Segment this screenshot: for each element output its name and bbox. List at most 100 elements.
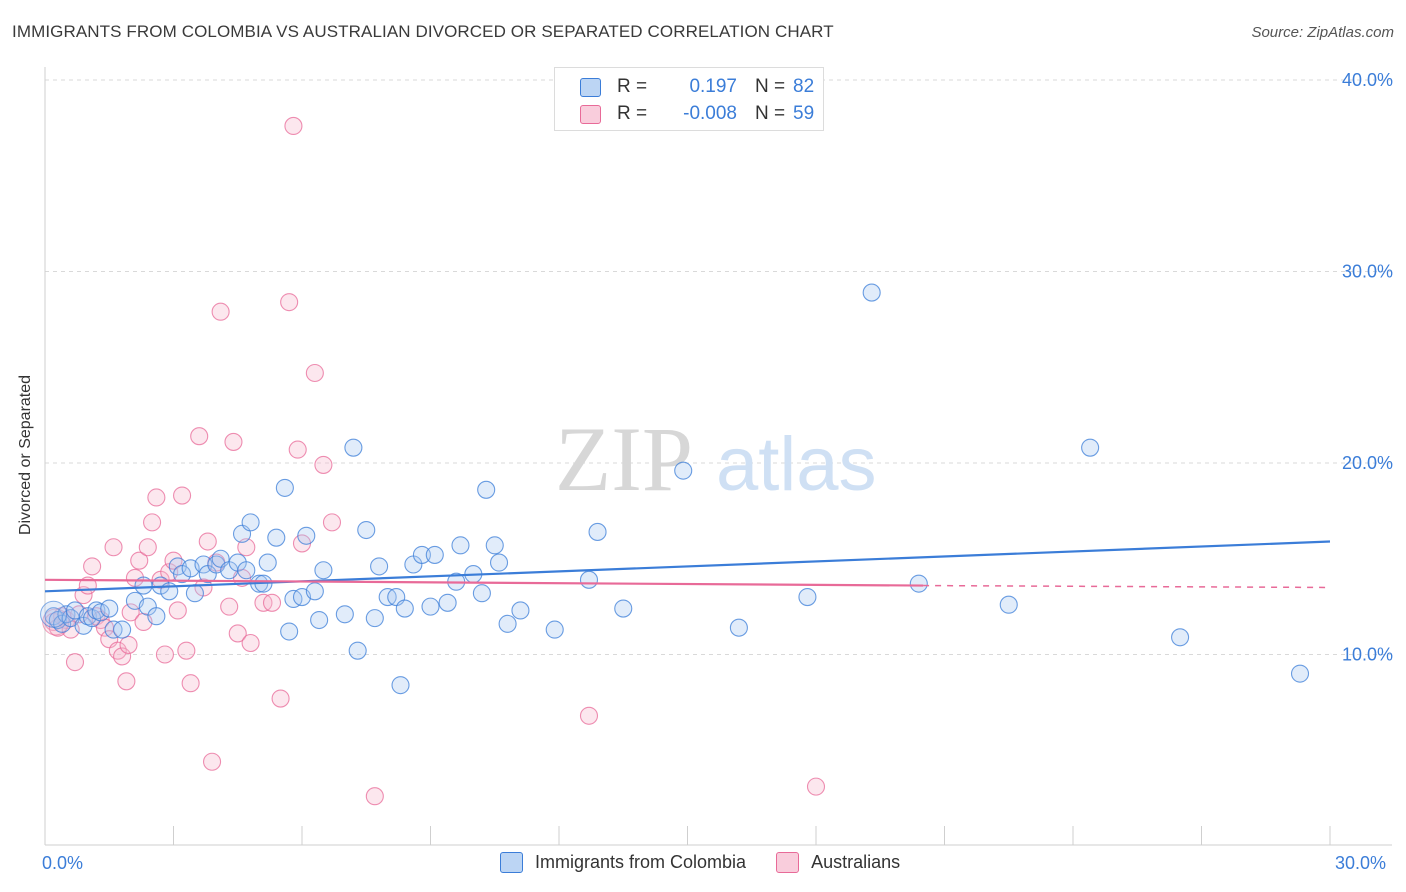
australians-point: [241, 633, 260, 653]
colombia-point: [280, 622, 299, 641]
y-tick-label: 20.0%: [1342, 453, 1393, 473]
legend-n-label: N =: [755, 103, 786, 124]
australians-point: [119, 635, 138, 654]
colombia-point: [335, 605, 354, 624]
australians-point: [579, 706, 599, 725]
series-legend-colombia[interactable]: Immigrants from Colombia: [500, 852, 746, 873]
legend-r-value: 0.197: [689, 76, 737, 97]
legend-n-value: 82: [793, 76, 815, 97]
y-tick-label: 40.0%: [1342, 70, 1393, 90]
legend-r-label: R =: [617, 103, 648, 124]
australians-point: [305, 363, 324, 383]
australians-trend-extension: [923, 584, 1331, 589]
australians-point: [288, 440, 307, 459]
chart-title: IMMIGRANTS FROM COLOMBIA VS AUSTRALIAN D…: [12, 22, 834, 41]
colombia-point: [451, 536, 470, 555]
colombia-points: [40, 283, 1310, 695]
colombia-point: [614, 599, 633, 618]
colombia-point: [511, 601, 530, 620]
colombia-point: [305, 582, 324, 601]
australians-point: [211, 302, 230, 321]
australians-point: [130, 551, 149, 570]
australians-points: [42, 116, 826, 806]
australians-point: [168, 601, 187, 620]
australians-point: [121, 603, 140, 622]
legend-n-label: N =: [755, 76, 786, 97]
australians-point: [190, 427, 209, 446]
colombia-point: [357, 520, 376, 540]
legend-n-value: 59: [793, 103, 815, 124]
colombia-point: [425, 545, 444, 564]
colombia-point: [241, 513, 260, 532]
legend-r-label: R =: [617, 76, 648, 97]
series-legend-australians[interactable]: Australians: [776, 852, 900, 873]
y-tick-label: 10.0%: [1342, 645, 1393, 665]
australians-point: [198, 532, 217, 551]
colombia-point: [798, 587, 817, 607]
colombia-point: [147, 607, 166, 626]
australians-point: [280, 293, 299, 312]
series-legend-label: Immigrants from Colombia: [535, 852, 747, 872]
colombia-point: [1171, 628, 1190, 647]
colombia-point: [370, 557, 389, 576]
australians-point: [365, 787, 384, 806]
colombia-point: [862, 283, 881, 302]
australians-point: [117, 672, 136, 691]
colombia-point: [267, 528, 286, 547]
colombia-point: [1081, 438, 1100, 457]
watermark-zip: ZIP: [555, 408, 693, 510]
colombia-point: [674, 461, 693, 480]
correlation-legend: R = 0.197 N = 82 R = -0.008 N = 59: [554, 67, 824, 131]
source-label: Source: ZipAtlas.com: [1251, 24, 1394, 41]
australians-point: [203, 752, 222, 771]
series-swatch-blue: [500, 852, 523, 873]
colombia-point: [185, 584, 204, 603]
colombia-point: [545, 620, 564, 639]
australians-point: [65, 653, 85, 672]
australians-point: [322, 513, 342, 532]
x-tick-min: 0.0%: [42, 853, 84, 873]
colombia-trend-line: [44, 540, 1331, 593]
colombia-point: [438, 593, 457, 612]
colombia-point: [421, 597, 440, 616]
colombia-point: [194, 555, 213, 574]
australians-point: [314, 455, 333, 474]
colombia-point: [729, 618, 748, 637]
colombia-point: [100, 599, 119, 618]
colombia-point: [485, 536, 504, 555]
grid-lines: [45, 79, 1392, 655]
legend-swatch-pink: [580, 104, 601, 124]
x-tick-max: 30.0%: [1335, 853, 1387, 873]
australians-point: [224, 432, 243, 451]
australians-point: [806, 777, 826, 796]
colombia-point: [365, 609, 384, 628]
colombia-point: [395, 599, 414, 618]
colombia-point: [472, 584, 491, 603]
australians-point: [104, 538, 123, 557]
series-legend-label: Australians: [811, 852, 901, 872]
colombia-point: [297, 526, 316, 545]
colombia-point: [40, 600, 68, 628]
australians-point: [181, 674, 200, 693]
series-legend: Immigrants from Colombia Australians: [500, 852, 930, 873]
colombia-point: [412, 545, 431, 564]
watermark-atlas: atlas: [716, 422, 877, 507]
colombia-point: [579, 570, 599, 589]
colombia-point: [1290, 664, 1310, 683]
australians-point: [113, 647, 132, 666]
australians-point: [220, 597, 239, 616]
legend-r-value: -0.008: [683, 103, 737, 124]
legend-row-australians: R = -0.008 N = 59: [555, 101, 814, 127]
colombia-point: [477, 480, 496, 499]
australians-point: [143, 513, 162, 532]
colombia-point: [275, 478, 294, 497]
colombia-point: [909, 574, 928, 593]
australians-point: [155, 645, 174, 664]
colombia-point: [310, 610, 329, 630]
australians-point: [284, 116, 303, 136]
y-tick-labels: 10.0% 20.0% 30.0% 40.0%: [1342, 70, 1393, 665]
legend-swatch-blue: [580, 77, 601, 97]
australians-point: [228, 624, 247, 643]
colombia-point: [489, 553, 509, 572]
colombia-point: [999, 595, 1018, 614]
